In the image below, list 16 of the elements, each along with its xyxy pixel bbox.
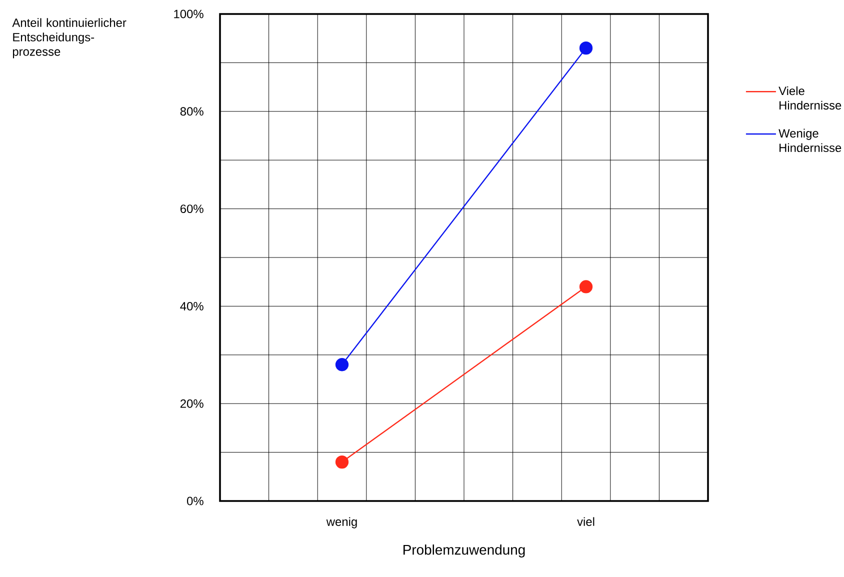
- x-tick-label: viel: [577, 517, 594, 526]
- x-axis-title: Problemzuwendung: [404, 544, 525, 558]
- point: [579, 42, 593, 55]
- y-tick-label: 40%: [180, 302, 204, 310]
- point: [335, 358, 349, 372]
- legend-label: Viele Hindernisse: [778, 86, 842, 110]
- y-tick-label: 0%: [187, 496, 204, 506]
- point: [579, 280, 593, 294]
- x-tick-label: wenig: [326, 517, 357, 528]
- y-axis-title: Anteil kontinuierlicher Entscheidungs-prozesse: [12, 18, 126, 58]
- y-tick-label: 20%: [180, 399, 204, 408]
- legend-label: Wenige Hindernisse: [778, 128, 842, 152]
- y-tick-label: 60%: [180, 204, 204, 214]
- y-tick-label: 80%: [180, 107, 204, 116]
- point: [335, 455, 349, 469]
- y-tick-label: 100%: [174, 10, 204, 18]
